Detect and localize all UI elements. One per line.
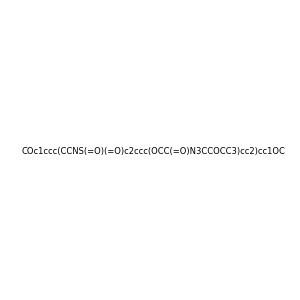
Text: COc1ccc(CCNS(=O)(=O)c2ccc(OCC(=O)N3CCOCC3)cc2)cc1OC: COc1ccc(CCNS(=O)(=O)c2ccc(OCC(=O)N3CCOCC… — [22, 147, 286, 156]
